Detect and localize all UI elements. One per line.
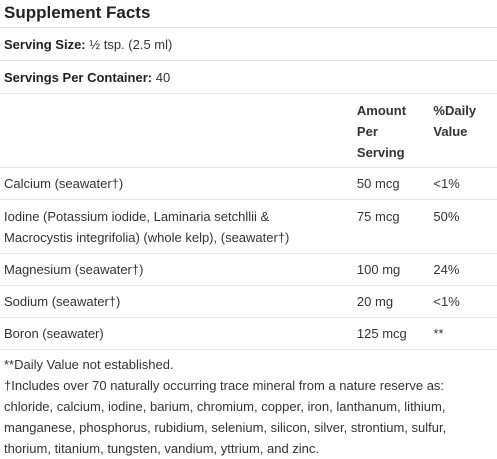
serving-size-value: ½ tsp. (2.5 ml) xyxy=(89,37,173,52)
table-row: Magnesium (seawater†) 100 mg 24% xyxy=(0,253,497,286)
nutrient-amount: 125 mcg xyxy=(352,317,430,350)
nutrient-amount: 75 mcg xyxy=(352,199,430,254)
trace-mineral-footnote: †Includes over 70 naturally occurring tr… xyxy=(4,378,447,456)
table-row: Iodine (Potassium iodide, Laminaria setc… xyxy=(0,199,497,254)
nutrient-amount: 100 mg xyxy=(352,253,430,286)
amount-column-header: Amount Per Serving xyxy=(352,94,430,168)
serving-size-label: Serving Size: xyxy=(4,37,86,52)
nutrient-name: Sodium (seawater†) xyxy=(0,285,353,318)
nutrient-name: Calcium (seawater†) xyxy=(0,167,353,200)
daily-value-footnote: **Daily Value not established. xyxy=(4,357,174,372)
servings-per-container-value: 40 xyxy=(155,70,171,85)
table-header-row: Amount Per Serving %Daily Value xyxy=(0,94,497,168)
nutrient-name: Magnesium (seawater†) xyxy=(0,253,353,286)
servings-per-container-label: Servings Per Container: xyxy=(4,70,153,85)
nutrient-daily-value: <1% xyxy=(429,285,497,318)
nutrient-name: Boron (seawater) xyxy=(0,317,353,350)
nutrient-name: Iodine (Potassium iodide, Laminaria setc… xyxy=(0,199,353,254)
nutrient-amount: 20 mg xyxy=(352,285,430,318)
daily-value-column-header: %Daily Value xyxy=(429,94,497,168)
footnotes: **Daily Value not established. †Includes… xyxy=(0,350,497,459)
nutrient-column-header xyxy=(0,94,353,168)
serving-size-row: Serving Size: ½ tsp. (2.5 ml) xyxy=(0,28,497,61)
table-row: Boron (seawater) 125 mcg ** xyxy=(0,317,497,350)
panel-title: Supplement Facts xyxy=(0,0,497,28)
servings-per-container-row: Servings Per Container: 40 xyxy=(0,61,497,94)
nutrient-daily-value: <1% xyxy=(429,167,497,200)
nutrient-amount: 50 mcg xyxy=(352,167,430,200)
nutrient-table: Amount Per Serving %Daily Value Calcium … xyxy=(0,94,497,350)
nutrient-daily-value: 50% xyxy=(429,199,497,254)
table-row: Calcium (seawater†) 50 mcg <1% xyxy=(0,167,497,200)
nutrient-daily-value: ** xyxy=(429,317,497,350)
nutrient-daily-value: 24% xyxy=(429,253,497,286)
table-row: Sodium (seawater†) 20 mg <1% xyxy=(0,285,497,318)
